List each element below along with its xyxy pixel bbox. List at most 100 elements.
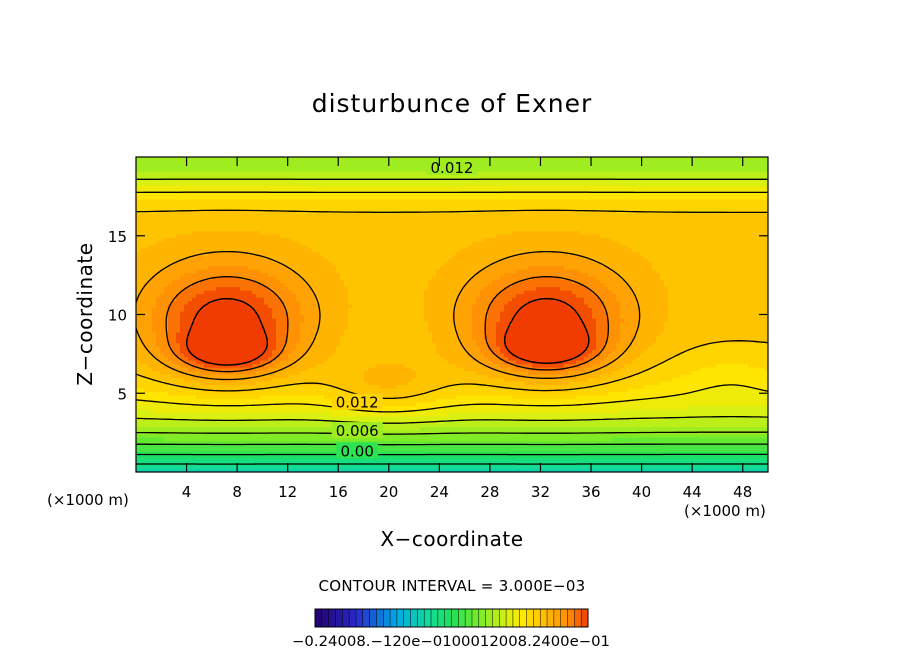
field-cell — [312, 423, 317, 428]
field-cell — [480, 388, 485, 393]
field-cell — [224, 402, 229, 407]
field-cell — [760, 409, 765, 414]
field-cell — [280, 395, 285, 400]
field-cell — [404, 402, 409, 407]
field-cell — [356, 437, 361, 442]
field-cell — [264, 377, 269, 382]
field-cell — [264, 388, 269, 393]
field-cell — [740, 458, 745, 463]
field-cell — [524, 433, 529, 438]
field-cell — [228, 388, 233, 393]
field-cell — [592, 468, 597, 472]
field-cell — [272, 468, 277, 472]
field-cell — [528, 423, 533, 428]
field-cell — [620, 458, 625, 463]
field-cell — [600, 402, 605, 407]
field-cell — [736, 454, 741, 459]
field-cell — [540, 381, 545, 386]
field-cell — [276, 437, 281, 442]
field-cell — [584, 440, 589, 445]
field-cell — [308, 374, 313, 379]
field-cell — [240, 395, 245, 400]
field-cell — [716, 402, 721, 407]
field-cell — [608, 402, 613, 407]
field-cell — [736, 444, 741, 449]
field-cell — [244, 433, 249, 438]
field-cell — [456, 360, 461, 365]
field-cell — [544, 405, 549, 410]
field-cell — [696, 451, 701, 456]
field-cell — [384, 388, 389, 393]
field-cell — [168, 398, 173, 403]
field-cell — [232, 388, 237, 393]
field-cell — [696, 419, 701, 424]
field-cell — [676, 447, 681, 452]
field-cell — [612, 405, 617, 410]
field-cell — [412, 391, 417, 396]
field-cell — [160, 447, 165, 452]
field-cell — [376, 377, 381, 382]
field-cell — [648, 395, 653, 400]
field-cell — [588, 451, 593, 456]
field-cell — [324, 374, 329, 379]
field-cell — [184, 458, 189, 463]
field-cell — [228, 440, 233, 445]
field-cell — [604, 367, 609, 372]
field-cell — [252, 465, 257, 470]
field-cell — [484, 391, 489, 396]
field-cell — [572, 405, 577, 410]
field-cell — [540, 384, 545, 389]
field-cell — [192, 367, 197, 372]
field-cell — [156, 377, 161, 382]
field-cell — [208, 398, 213, 403]
field-cell — [760, 447, 765, 452]
field-cell — [720, 419, 725, 424]
field-cell — [408, 437, 413, 442]
field-cell — [660, 423, 665, 428]
field-cell — [264, 447, 269, 452]
field-cell — [680, 468, 685, 472]
field-cell — [244, 374, 249, 379]
field-cell — [696, 412, 701, 417]
field-cell — [544, 444, 549, 449]
field-cell — [392, 444, 397, 449]
field-cell — [524, 437, 529, 442]
field-cell — [224, 384, 229, 389]
field-cell — [644, 391, 649, 396]
field-cell — [616, 363, 621, 368]
field-cell — [756, 419, 761, 424]
field-cell — [452, 433, 457, 438]
field-cell — [208, 447, 213, 452]
field-cell — [316, 451, 321, 456]
field-cell — [208, 374, 213, 379]
field-cell — [448, 388, 453, 393]
field-cell — [700, 367, 705, 372]
field-cell — [608, 398, 613, 403]
field-cell — [332, 370, 337, 375]
field-cell — [448, 447, 453, 452]
field-cell — [568, 395, 573, 400]
field-cell — [656, 409, 661, 414]
field-cell — [460, 440, 465, 445]
field-cell — [244, 440, 249, 445]
field-cell — [412, 367, 417, 372]
field-cell — [216, 465, 221, 470]
field-cell — [356, 384, 361, 389]
field-cell — [652, 458, 657, 463]
field-cell — [592, 451, 597, 456]
field-cell — [408, 377, 413, 382]
field-cell — [488, 426, 493, 431]
field-cell — [484, 433, 489, 438]
field-cell — [356, 377, 361, 382]
field-cell — [376, 360, 381, 365]
field-cell — [648, 398, 653, 403]
field-cell — [452, 440, 457, 445]
field-cell — [312, 363, 317, 368]
field-cell — [700, 405, 705, 410]
field-cell — [576, 454, 581, 459]
field-cell — [276, 447, 281, 452]
field-cell — [736, 367, 741, 372]
field-cell — [256, 433, 261, 438]
field-cell — [580, 437, 585, 442]
field-cell — [348, 416, 353, 421]
